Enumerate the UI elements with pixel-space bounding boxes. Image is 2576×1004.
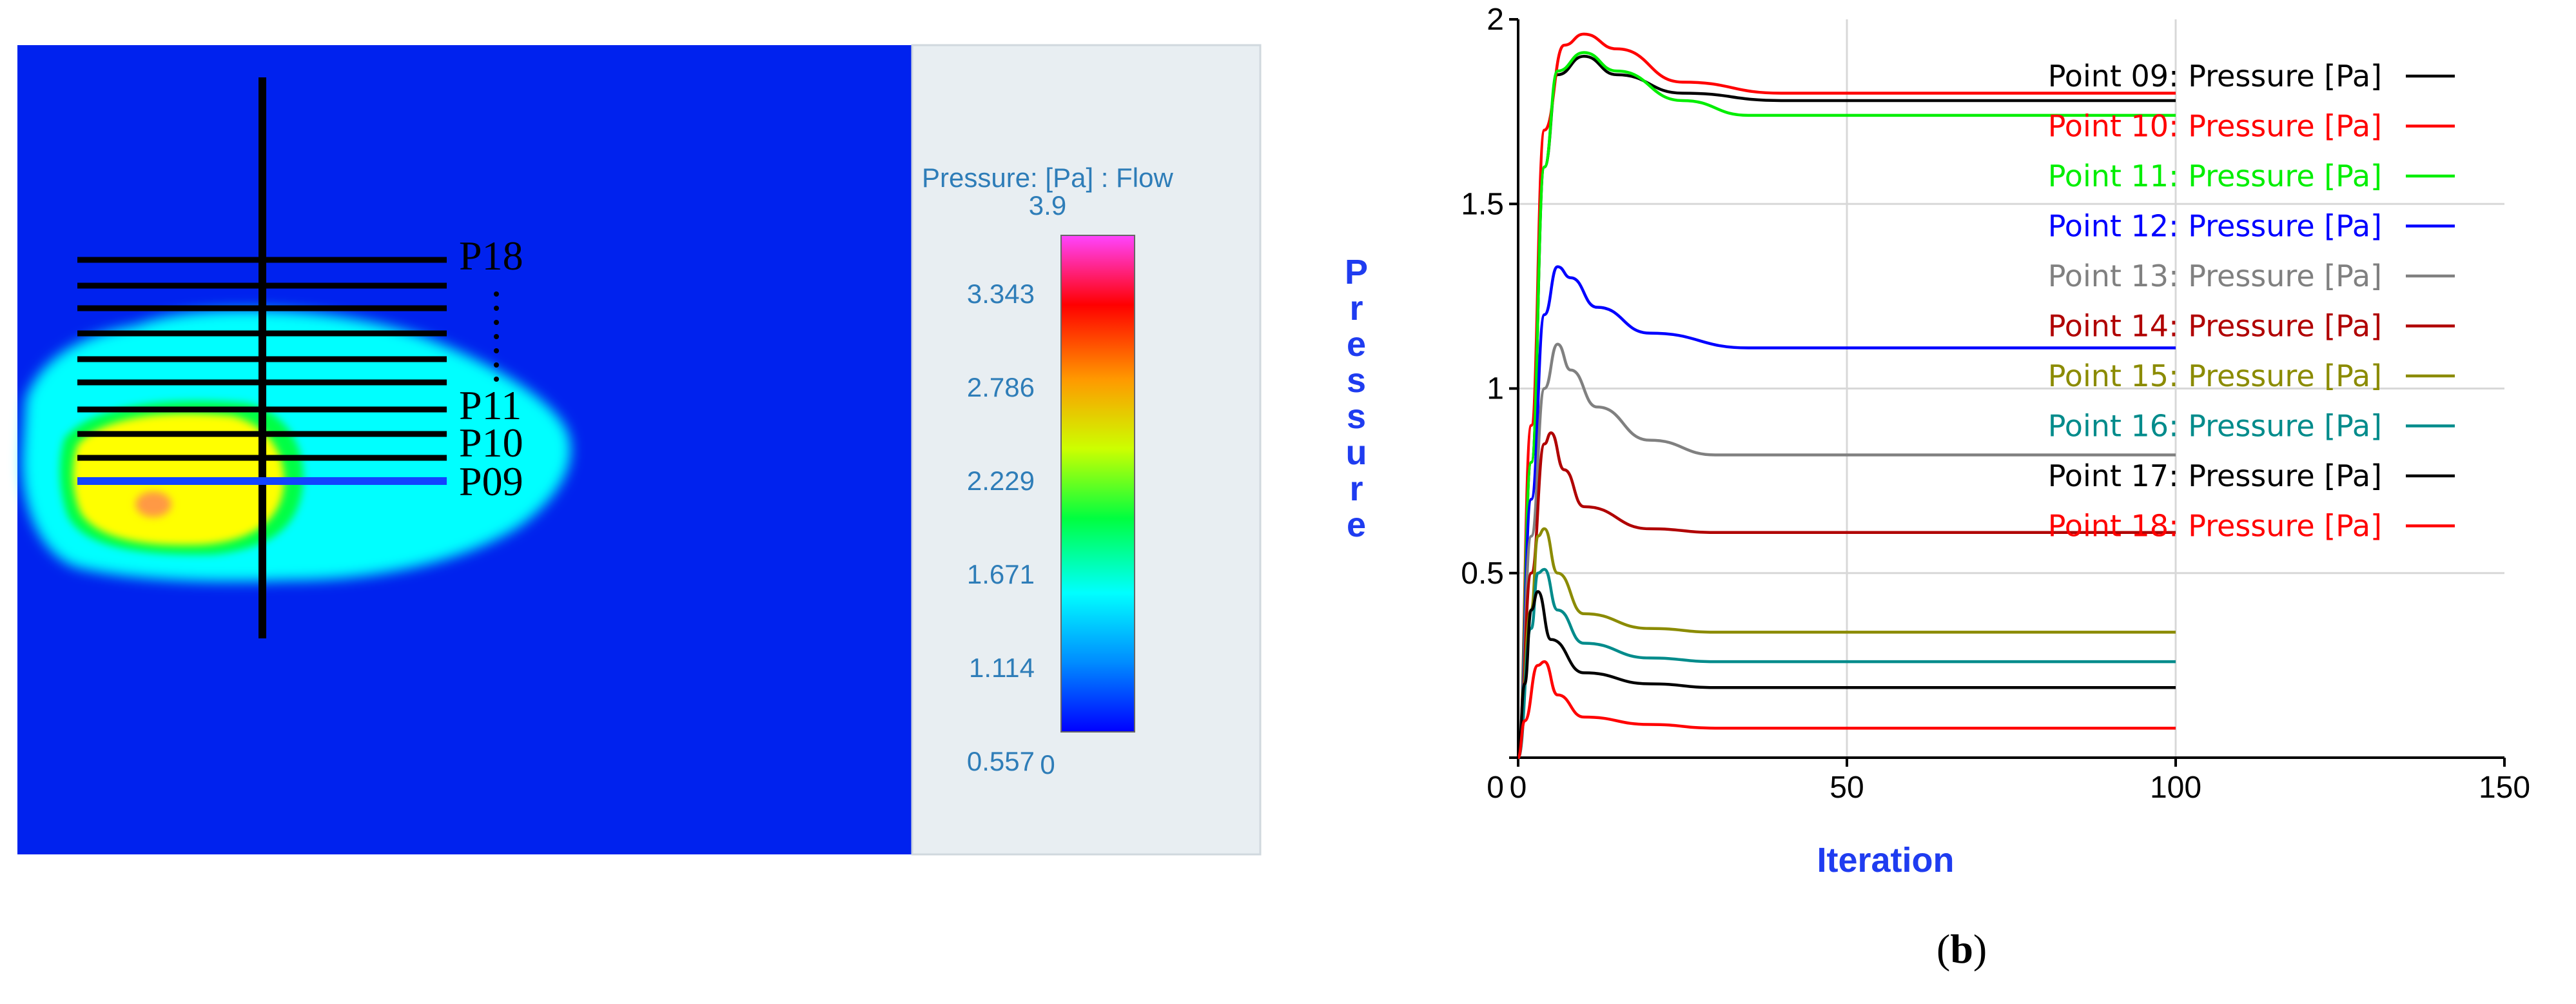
x-tick-label: 0: [1510, 771, 1527, 805]
series-line-2: [1516, 32, 2176, 760]
series-line-10: [1516, 660, 2176, 760]
grid-lines: [1518, 19, 2504, 758]
probe-lines: [77, 257, 447, 461]
series-line-5: [1516, 342, 2176, 760]
series-line-9: [1516, 590, 2176, 760]
legend-entry-label: Point 09: Pressure [Pa]: [2048, 59, 2382, 94]
colorbar-tick-label: 3.343: [967, 279, 1035, 309]
caption-b: (b): [1937, 926, 1987, 972]
probe-label-p18: P18: [459, 233, 523, 279]
x-axis-title: Iteration: [1817, 841, 1954, 880]
y-tick-label: 1.5: [1461, 187, 1504, 221]
colorbar-tick-label: 2.786: [967, 372, 1035, 402]
y-tick-labels: 0 0.5 1 1.5 2: [1461, 3, 1504, 805]
legend-colorbar: [1060, 235, 1135, 733]
x-tick-label: 50: [1830, 771, 1864, 805]
series-line-8: [1516, 567, 2176, 760]
probe-label-p09: P09: [459, 458, 523, 504]
legend-entry-label: Point 16: Pressure [Pa]: [2048, 409, 2382, 444]
y-tick-label: 0: [1487, 771, 1504, 805]
y-tick-label: 1: [1487, 372, 1504, 406]
legend-entry-label: Point 15: Pressure [Pa]: [2048, 359, 2382, 393]
probe-label-p10: P10: [459, 420, 523, 466]
legend-entry-label: Point 12: Pressure [Pa]: [2048, 209, 2382, 244]
legend-title: Pressure: [Pa] : Flow: [922, 162, 1173, 193]
probe-dots: [494, 291, 499, 382]
colorbar-tick-label: 1.671: [967, 559, 1035, 589]
legend-entry-label: Point 18: Pressure [Pa]: [2048, 509, 2382, 544]
legend-max: 3.9: [1029, 190, 1066, 221]
legend-entry-label: Point 14: Pressure [Pa]: [2048, 309, 2382, 344]
legend-entry-label: Point 17: Pressure [Pa]: [2048, 458, 2382, 493]
series-line-4: [1516, 265, 2176, 760]
legend-min: 0: [1040, 749, 1055, 780]
legend-entry-label: Point 11: Pressure [Pa]: [2048, 159, 2382, 193]
x-tick-label: 100: [2150, 771, 2201, 805]
x-tick-label: 150: [2479, 771, 2530, 805]
legend-entry-label: Point 13: Pressure [Pa]: [2048, 259, 2382, 293]
colorbar-tick-label: 1.114: [969, 653, 1035, 683]
series-lines: [1516, 32, 2176, 760]
colorbar-tick-label: 2.229: [967, 466, 1035, 496]
probe-label-p11: P11: [459, 382, 522, 428]
y-tick-label: 0.5: [1461, 556, 1504, 591]
panel-a-contour-plot: P18 P11 P10 P09 Pressure: [Pa] : Flow 3.…: [17, 44, 1262, 856]
series-line-3: [1516, 51, 2176, 760]
x-tick-labels: 0 50 100 150: [1510, 771, 2530, 805]
colorbar-ticks: 3.343 2.786 2.229 1.671 1.114 0.557: [967, 279, 1035, 776]
chart-legend: Point 09: Pressure [Pa] Point 10: Pressur…: [2048, 59, 2455, 544]
series-line-6: [1516, 431, 2176, 760]
legend-entry-label: Point 10: Pressure [Pa]: [2048, 109, 2382, 144]
y-tick-label: 2: [1487, 3, 1504, 37]
colorbar-tick-label: 0.557: [967, 746, 1035, 776]
